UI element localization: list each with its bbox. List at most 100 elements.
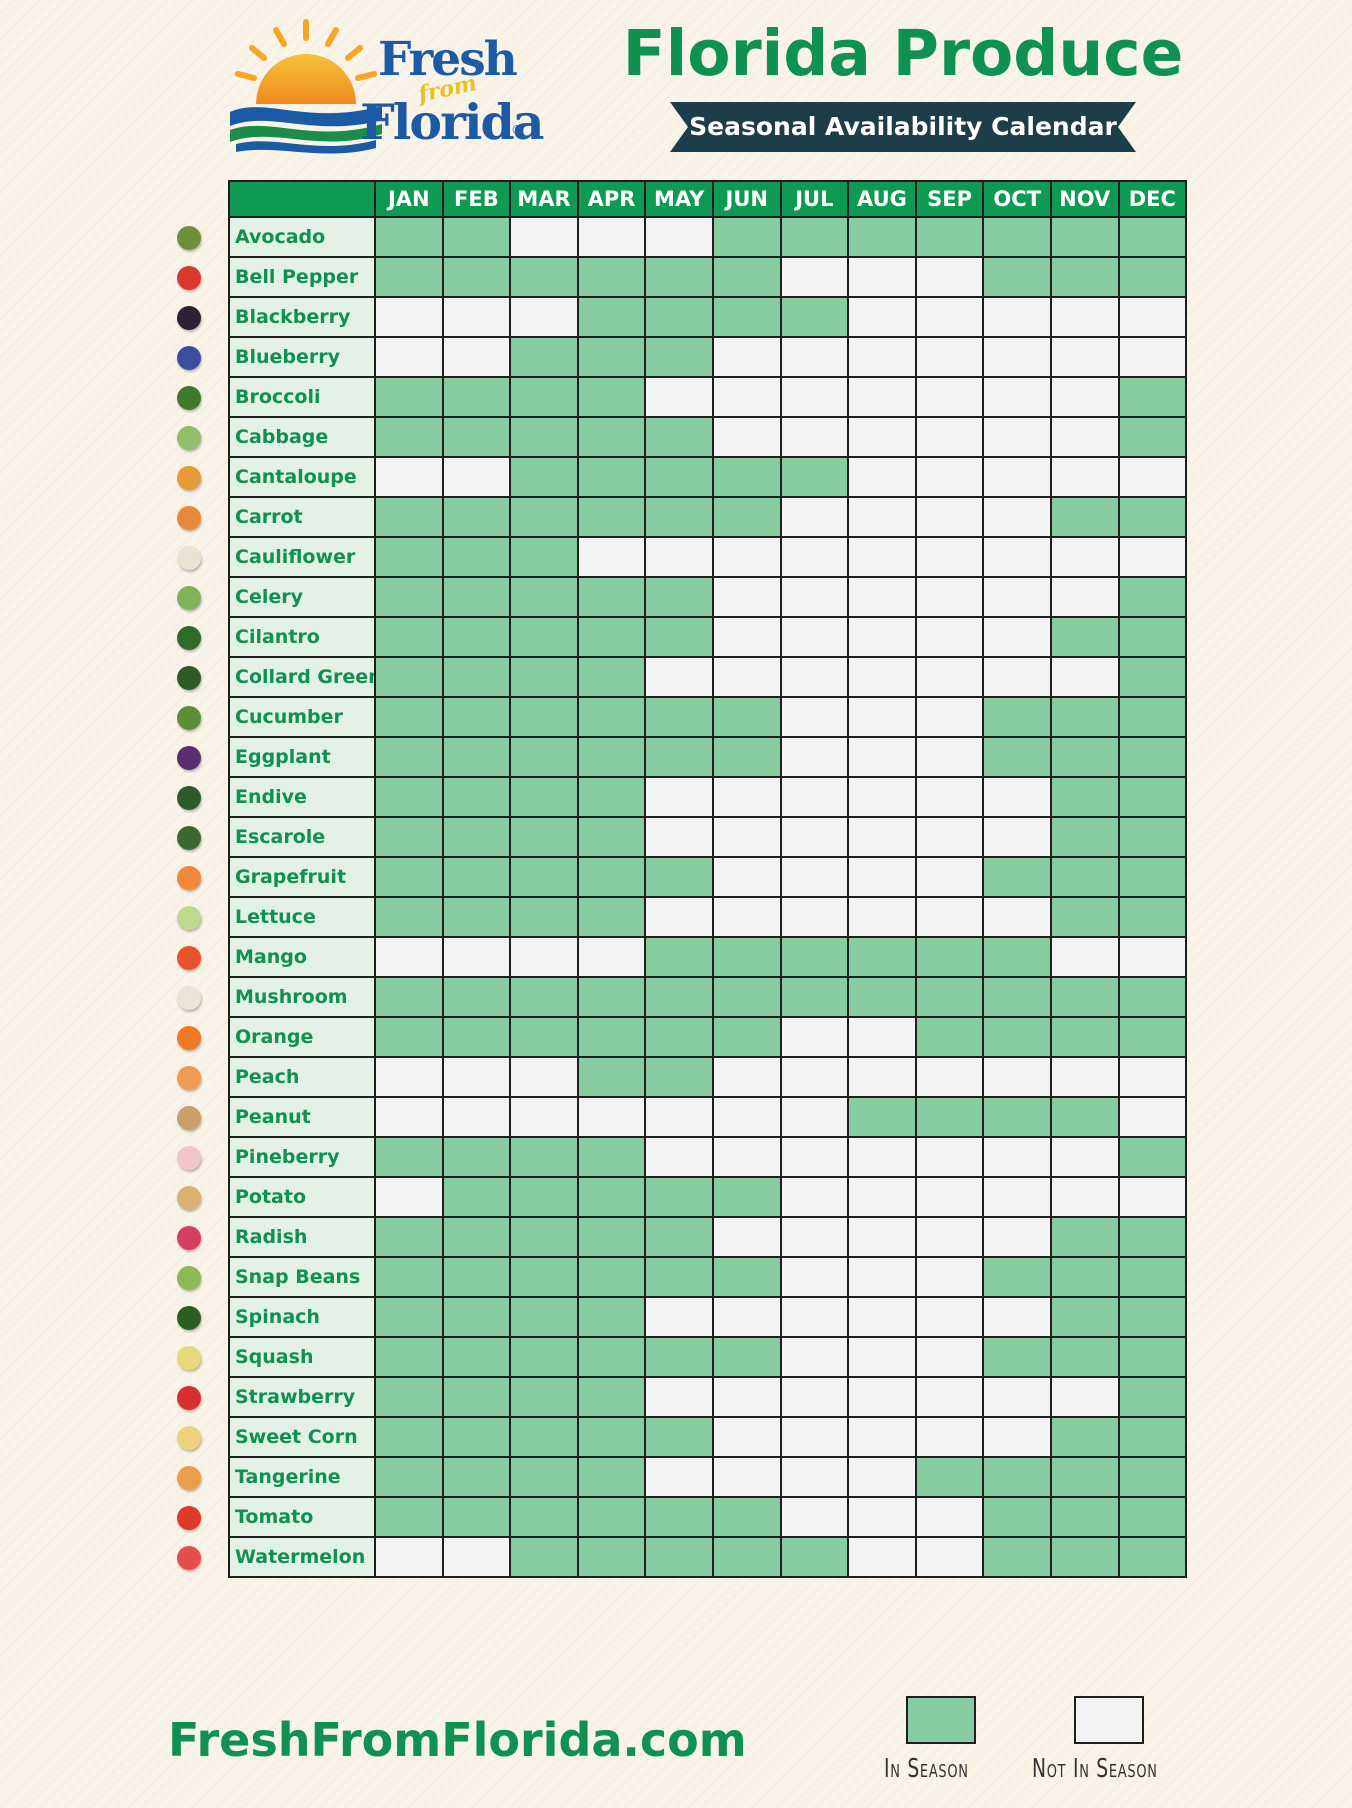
produce-name: Peach bbox=[228, 1056, 376, 1098]
produce-icon-slot bbox=[160, 777, 218, 817]
season-cell-apr bbox=[576, 416, 647, 458]
season-cell-nov bbox=[1049, 656, 1120, 698]
season-cell-jul bbox=[779, 616, 850, 658]
season-cell-apr bbox=[576, 1376, 647, 1418]
season-cell-nov bbox=[1049, 936, 1120, 978]
season-cell-aug bbox=[847, 1056, 917, 1098]
snap-beans-icon bbox=[177, 1266, 201, 1290]
table-row: Cabbage bbox=[228, 416, 1188, 458]
season-cell-feb bbox=[441, 936, 512, 978]
season-cell-sep bbox=[914, 1176, 985, 1218]
season-cell-jun bbox=[711, 1336, 782, 1378]
season-cell-mar bbox=[509, 1416, 579, 1458]
season-cell-mar bbox=[509, 856, 579, 898]
season-cell-jun bbox=[711, 896, 782, 938]
website-link[interactable]: FreshFromFlorida.com bbox=[168, 1713, 747, 1767]
season-cell-sep bbox=[914, 776, 985, 818]
season-cell-jun bbox=[711, 216, 782, 258]
season-cell-mar bbox=[509, 1096, 579, 1138]
collard-greens-icon bbox=[177, 666, 201, 690]
season-cell-oct bbox=[982, 776, 1052, 818]
season-cell-mar bbox=[509, 616, 579, 658]
season-cell-apr bbox=[576, 256, 647, 298]
season-cell-jan bbox=[374, 616, 444, 658]
season-cell-jan bbox=[374, 496, 444, 538]
season-cell-jul bbox=[779, 1536, 850, 1578]
season-cell-jan bbox=[374, 376, 444, 418]
season-cell-jan bbox=[374, 216, 444, 258]
eggplant-icon bbox=[177, 746, 201, 770]
season-cell-mar bbox=[509, 576, 579, 618]
season-cell-jun bbox=[711, 1136, 782, 1178]
season-cell-apr bbox=[576, 1456, 647, 1498]
produce-icon-slot bbox=[160, 857, 218, 897]
season-cell-sep bbox=[914, 1216, 985, 1258]
season-cell-feb bbox=[441, 616, 512, 658]
season-cell-jun bbox=[711, 1296, 782, 1338]
produce-icon-slot bbox=[160, 497, 218, 537]
table-row: Orange bbox=[228, 1016, 1188, 1058]
season-cell-nov bbox=[1049, 776, 1120, 818]
season-cell-may bbox=[644, 256, 714, 298]
registered-mark: ® bbox=[511, 123, 523, 137]
season-cell-oct bbox=[982, 1176, 1052, 1218]
season-cell-apr bbox=[576, 736, 647, 778]
season-cell-nov bbox=[1049, 496, 1120, 538]
season-cell-may bbox=[644, 736, 714, 778]
blackberry-icon bbox=[177, 306, 201, 330]
season-cell-may bbox=[644, 376, 714, 418]
sun-waves-icon bbox=[230, 19, 382, 154]
season-cell-nov bbox=[1049, 1416, 1120, 1458]
cabbage-icon bbox=[177, 426, 201, 450]
season-cell-feb bbox=[441, 1096, 512, 1138]
season-cell-aug bbox=[847, 1336, 917, 1378]
season-cell-jul bbox=[779, 416, 850, 458]
season-cell-sep bbox=[914, 216, 985, 258]
season-cell-jan bbox=[374, 856, 444, 898]
produce-name: Spinach bbox=[228, 1296, 376, 1338]
produce-icon-slot bbox=[160, 257, 218, 297]
season-cell-aug bbox=[847, 736, 917, 778]
season-cell-nov bbox=[1049, 456, 1120, 498]
season-cell-oct bbox=[982, 656, 1052, 698]
season-cell-sep bbox=[914, 856, 985, 898]
produce-icon-slot bbox=[160, 897, 218, 937]
season-cell-feb bbox=[441, 696, 512, 738]
season-cell-jan bbox=[374, 576, 444, 618]
produce-icon-slot bbox=[160, 377, 218, 417]
table-row: Snap Beans bbox=[228, 1256, 1188, 1298]
season-cell-dec bbox=[1117, 1056, 1188, 1098]
season-cell-jul bbox=[779, 256, 850, 298]
season-cell-dec bbox=[1117, 416, 1188, 458]
season-cell-may bbox=[644, 936, 714, 978]
produce-icon-slot bbox=[160, 817, 218, 857]
season-cell-oct bbox=[982, 256, 1052, 298]
season-cell-nov bbox=[1049, 696, 1120, 738]
season-cell-sep bbox=[914, 1536, 985, 1578]
table-row: Escarole bbox=[228, 816, 1188, 858]
table-row: Collard Greens bbox=[228, 656, 1188, 698]
seasonal-calendar-table: JAN FEB MAR APR MAY JUN JUL AUG SEP OCT NOV DEC Avo… bbox=[228, 180, 1188, 1578]
season-cell-sep bbox=[914, 976, 985, 1018]
season-cell-sep bbox=[914, 1256, 985, 1298]
season-cell-mar bbox=[509, 1176, 579, 1218]
produce-name: Carrot bbox=[228, 496, 376, 538]
produce-icon-slot bbox=[160, 1377, 218, 1417]
season-cell-oct bbox=[982, 736, 1052, 778]
season-cell-jul bbox=[779, 1016, 850, 1058]
produce-name: Snap Beans bbox=[228, 1256, 376, 1298]
season-cell-dec bbox=[1117, 216, 1188, 258]
season-cell-jun bbox=[711, 976, 782, 1018]
season-cell-sep bbox=[914, 1056, 985, 1098]
season-cell-sep bbox=[914, 1416, 985, 1458]
season-cell-aug bbox=[847, 296, 917, 338]
season-cell-jan bbox=[374, 896, 444, 938]
season-cell-dec bbox=[1117, 1176, 1188, 1218]
season-cell-may bbox=[644, 696, 714, 738]
season-cell-jan bbox=[374, 1016, 444, 1058]
season-cell-feb bbox=[441, 896, 512, 938]
produce-icon-column bbox=[160, 217, 218, 1577]
legend-in-season-label: In Season bbox=[884, 1754, 969, 1784]
season-cell-jan bbox=[374, 456, 444, 498]
season-cell-jul bbox=[779, 336, 850, 378]
